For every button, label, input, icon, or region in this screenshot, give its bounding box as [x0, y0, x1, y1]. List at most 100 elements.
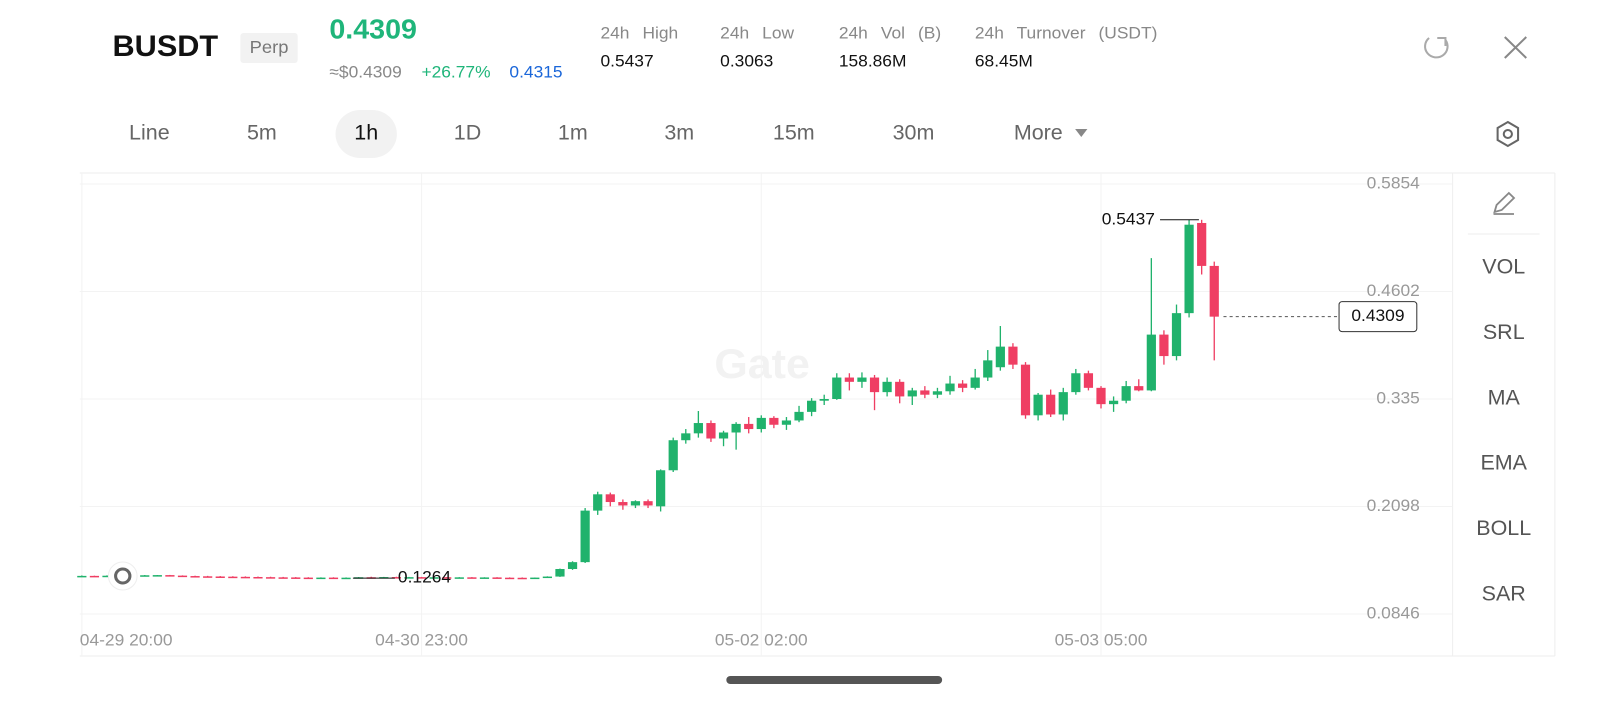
candle-body	[882, 381, 892, 393]
candle-body	[756, 417, 766, 430]
replay-bg	[107, 561, 138, 591]
last-price-box	[1338, 301, 1418, 333]
candle-body	[932, 391, 943, 395]
candle-body	[228, 576, 238, 579]
candle-body	[895, 381, 905, 397]
tag-bg	[240, 33, 298, 63]
candle-body	[316, 577, 326, 580]
candle-body	[593, 494, 603, 511]
candle-body	[1159, 334, 1169, 357]
candle-body	[265, 577, 276, 579]
stat-label: 24h Turnover (USDT)	[975, 23, 1158, 43]
candle-body	[542, 576, 552, 579]
tool-list: VOL SRL MA EMA BOLL SAR	[1476, 255, 1531, 606]
candle-body	[416, 577, 427, 579]
y-tick-label: 0.4602	[1367, 280, 1420, 300]
stat-value: 0.5437	[600, 51, 653, 71]
pencil-icon	[1493, 191, 1516, 215]
candle-body	[77, 575, 87, 578]
candle-body	[807, 400, 817, 412]
candle-body	[907, 390, 917, 397]
stat-label: 24h Low	[720, 23, 794, 43]
candle-body	[983, 360, 993, 378]
candle-body	[505, 577, 515, 580]
mark-price: 0.4315	[509, 62, 562, 82]
tab[interactable]: 1m	[558, 121, 588, 145]
candle-body	[467, 577, 477, 579]
candle-body	[605, 494, 615, 503]
candle-body	[278, 577, 288, 579]
candle-body	[744, 423, 754, 430]
low-label: 0.1264	[398, 567, 452, 587]
tab[interactable]: 1D	[454, 121, 481, 145]
candle-body	[781, 420, 792, 425]
candle-body	[1071, 373, 1081, 393]
candle-body	[303, 577, 313, 580]
candle-body	[958, 383, 968, 388]
candle-body	[681, 433, 691, 441]
replay-button[interactable]	[107, 561, 138, 591]
tab[interactable]: 3m	[664, 121, 694, 145]
candle-body	[718, 432, 729, 439]
candle-body	[643, 501, 653, 506]
candle-body	[492, 577, 502, 579]
y-tick-label: 0.0846	[1367, 603, 1420, 623]
tab[interactable]: 5m	[247, 121, 277, 145]
candle-body	[240, 576, 251, 579]
tab[interactable]: 30m	[893, 121, 935, 145]
settings-icon	[1496, 120, 1520, 148]
tool[interactable]: VOL	[1482, 255, 1525, 279]
candle-chart: 0.5854 0.4602 0.335 0.2098 0.0846 04-29 20:00…	[77, 173, 1453, 656]
tool[interactable]: MA	[1488, 386, 1521, 410]
candle-body	[1083, 373, 1094, 388]
candle-body	[1033, 394, 1043, 416]
candle-body	[152, 575, 162, 577]
candle-body	[555, 569, 565, 577]
refresh-button[interactable]	[1424, 37, 1449, 59]
candle-body	[844, 377, 854, 382]
candle-body	[656, 470, 666, 507]
candle-body	[970, 377, 980, 388]
price: 0.4309	[329, 14, 417, 46]
candle-body	[832, 377, 842, 399]
candle-body	[328, 577, 339, 580]
tool[interactable]: EMA	[1480, 451, 1527, 475]
candle-body	[920, 390, 930, 395]
candle-body	[177, 575, 188, 578]
candle-body	[429, 577, 439, 579]
tab-bar: Line 5m 1h 1D 1m 3m 15m 30m More	[129, 121, 1063, 145]
candle-body	[1096, 387, 1106, 405]
tab[interactable]: 1h	[354, 121, 378, 145]
tool[interactable]: BOLL	[1476, 516, 1531, 540]
tab[interactable]: More	[1014, 121, 1063, 145]
draw-button[interactable]	[1493, 191, 1516, 215]
settings-button[interactable]	[1496, 120, 1520, 148]
tab[interactable]: Line	[129, 121, 170, 145]
candle-body	[391, 577, 401, 579]
candle-body	[442, 577, 452, 579]
candle-body	[1108, 400, 1119, 405]
candle-body	[769, 417, 779, 425]
tab[interactable]: 15m	[773, 121, 815, 145]
home-indicator	[726, 676, 943, 684]
candle-body	[1184, 224, 1194, 314]
tool[interactable]: SAR	[1482, 582, 1526, 606]
approx-price: ≈$0.4309	[329, 62, 401, 82]
tool[interactable]: SRL	[1483, 320, 1525, 344]
x-tick-label: 05-03 05:00	[1055, 630, 1148, 650]
refresh-arrow	[1437, 37, 1447, 46]
candle-body	[693, 423, 703, 434]
candle-body	[706, 423, 716, 439]
candle-body	[1020, 364, 1031, 416]
candle-body	[1134, 386, 1144, 391]
candle-body	[869, 377, 880, 393]
y-tick-label: 0.2098	[1367, 495, 1420, 515]
candle-body	[1008, 346, 1018, 365]
y-tick-label: 0.5854	[1367, 173, 1421, 193]
candle-body	[731, 423, 741, 433]
candle-body	[215, 576, 225, 578]
stat-value: 0.3063	[720, 51, 773, 71]
x-tick-label: 05-02 02:00	[715, 630, 808, 650]
close-button[interactable]	[1504, 36, 1527, 59]
